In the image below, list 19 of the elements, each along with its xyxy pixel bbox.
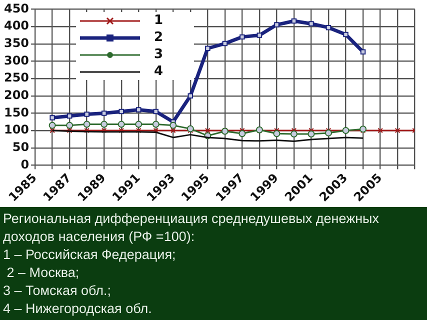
legend-label: 2 [154,30,164,45]
y-tick-label: 350 [4,36,30,50]
text: Региональная дифференциация среднедушевых денежных доходов населения (РФ =100): [3,210,380,246]
y-tick-label: 250 [4,70,30,85]
y-tick-label: 300 [4,53,30,68]
text: 1 – Российская Федерация; [3,246,177,264]
y-tick-label: 400 [4,18,30,33]
legend-label: 1 [154,13,164,28]
y-tick-label: 0 [20,157,30,172]
y-tick-label: 100 [4,122,30,137]
text: 2 – Москва; [6,264,80,282]
y-tick-label: 50 [12,140,30,154]
legend-label: 4 [154,64,164,79]
text: 3 – Томская обл.; [3,282,112,300]
y-tick-label: 200 [4,88,30,102]
legend-label: 3 [154,47,164,62]
y-tick-label: 150 [4,105,30,120]
y-tick-label: 450 [4,1,30,16]
text: 4 – Нижегородская обл. [3,300,153,318]
